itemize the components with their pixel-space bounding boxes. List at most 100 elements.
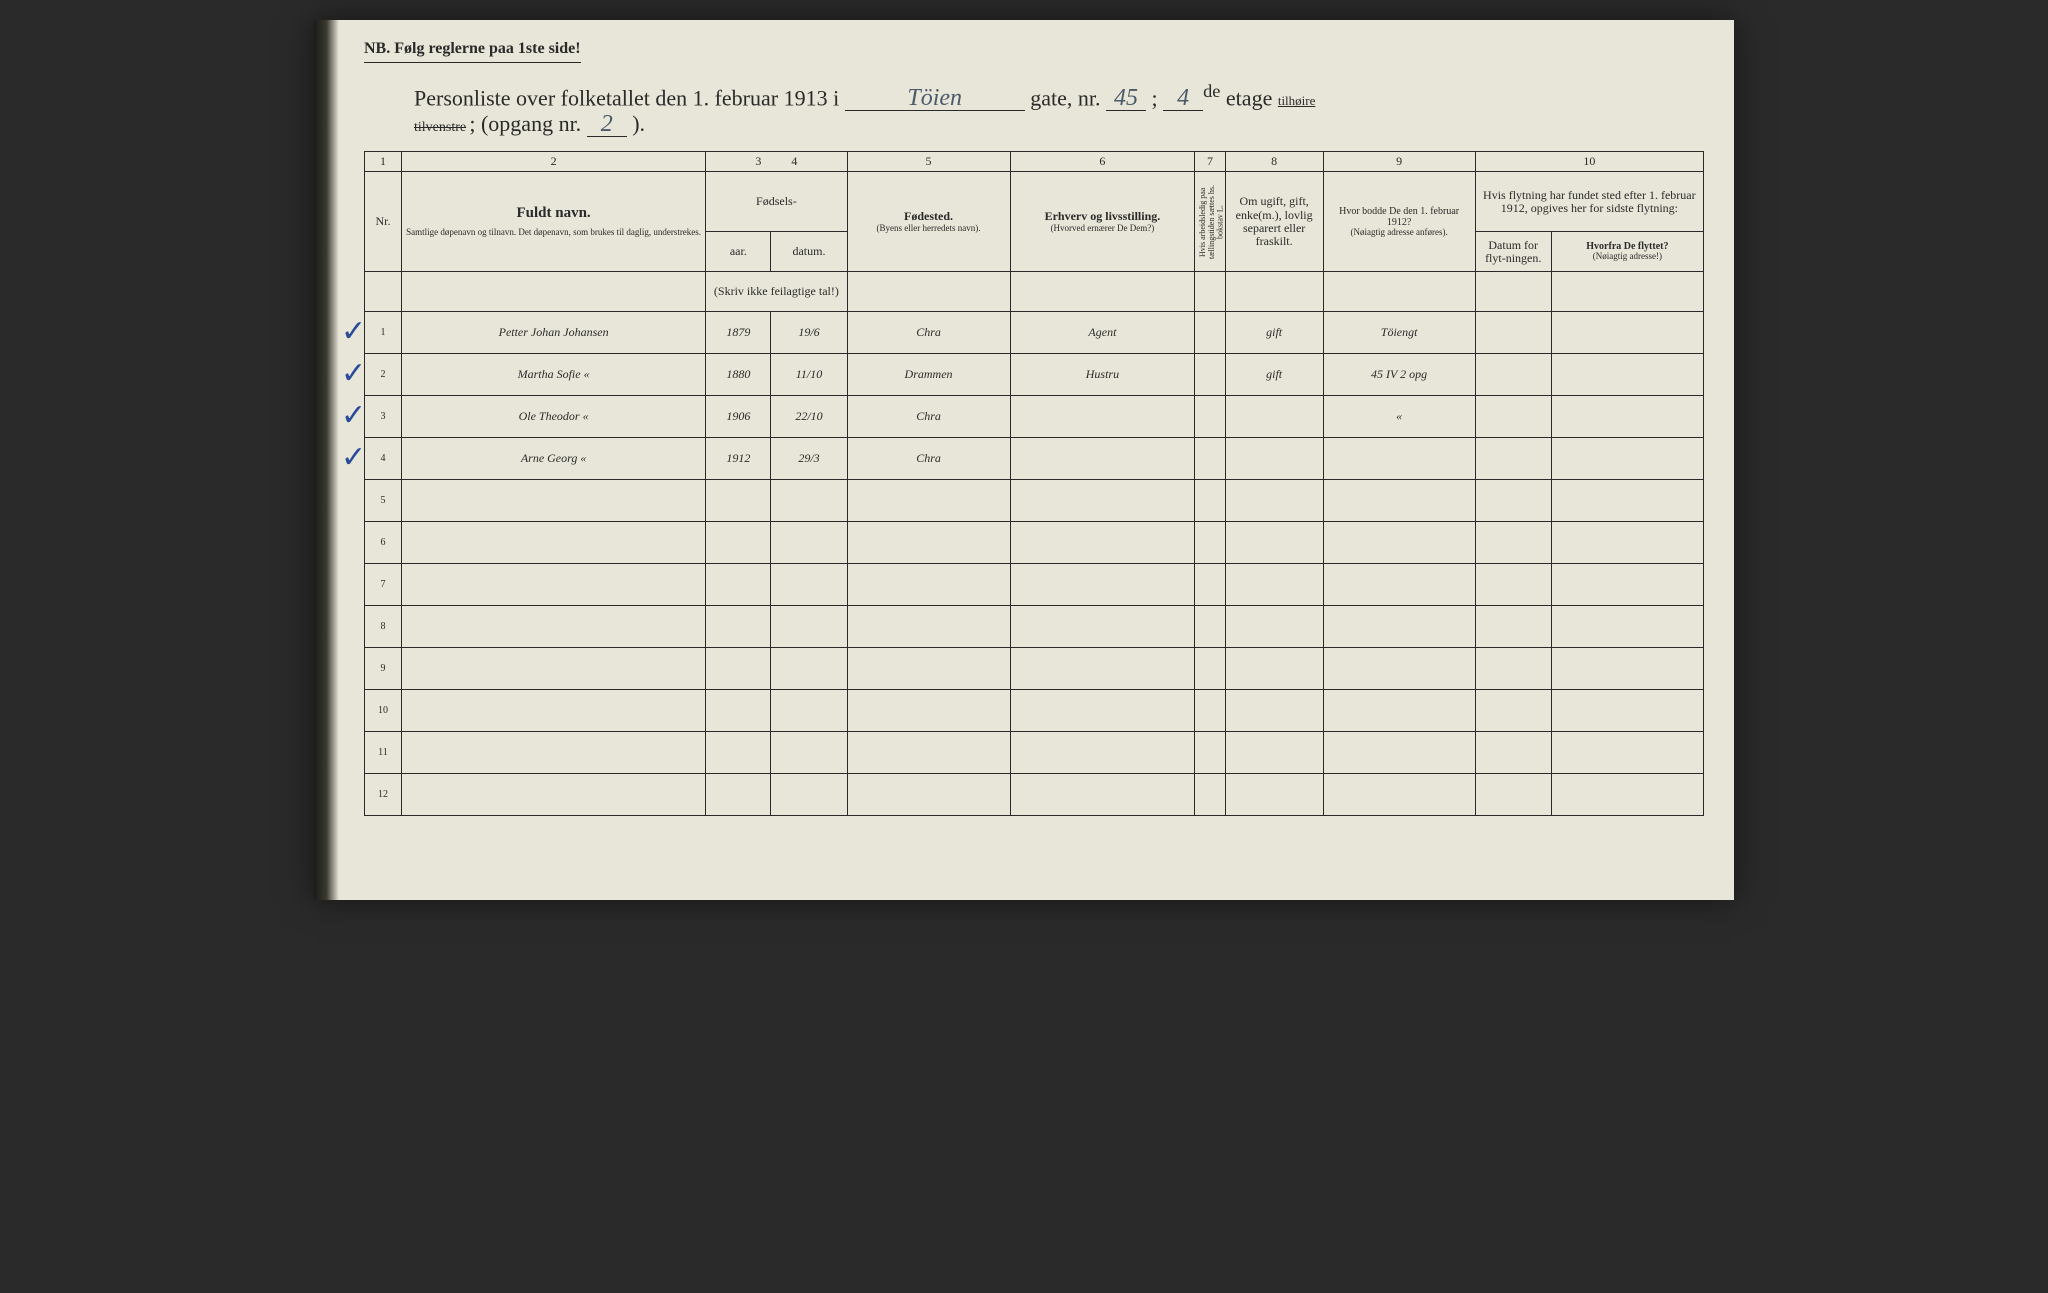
cell-birthplace (847, 480, 1010, 522)
cell-prev: « (1323, 396, 1475, 438)
hdr-move: Hvis flytning har fundet sted efter 1. f… (1475, 172, 1703, 232)
cell-prev (1323, 606, 1475, 648)
cell-civil (1225, 774, 1323, 816)
cell-name (401, 606, 705, 648)
checkmark-icon: ✓ (341, 356, 366, 391)
cell-fn (1195, 522, 1225, 564)
cell-civil (1225, 564, 1323, 606)
cell-fn (1195, 732, 1225, 774)
cell-year: 1906 (706, 396, 771, 438)
hdr-footnote: Hvis arbeidsledig paa tællingstiden sætt… (1195, 172, 1225, 272)
cell-year (706, 648, 771, 690)
etage-nr-field: 4 (1163, 86, 1203, 111)
hdr-civil: Om ugift, gift, enke(m.), lovlig separer… (1225, 172, 1323, 272)
cell-birthplace (847, 690, 1010, 732)
colnum-6: 6 (1010, 152, 1195, 172)
cell-prev (1323, 732, 1475, 774)
cell-birthplace (847, 648, 1010, 690)
cell-mfrom (1551, 312, 1703, 354)
cell-occupation (1010, 564, 1195, 606)
cell-date (771, 480, 847, 522)
cell-nr: 5 (365, 480, 402, 522)
colnum-5: 5 (847, 152, 1010, 172)
cell-civil (1225, 606, 1323, 648)
cell-nr: 1✓ (365, 312, 402, 354)
cell-prev (1323, 480, 1475, 522)
opgang-label: ; (opgang nr. (469, 111, 581, 136)
cell-civil (1225, 396, 1323, 438)
cell-occupation (1010, 774, 1195, 816)
cell-mfrom (1551, 564, 1703, 606)
cell-date: 19/6 (771, 312, 847, 354)
etage-suffix: de (1203, 81, 1220, 101)
colnum-2: 2 (401, 152, 705, 172)
cell-prev (1323, 648, 1475, 690)
cell-birthplace (847, 732, 1010, 774)
cell-mdate (1475, 732, 1551, 774)
cell-mdate (1475, 312, 1551, 354)
cell-year: 1879 (706, 312, 771, 354)
table-row: 3✓Ole Theodor «190622/10Chra« (365, 396, 1704, 438)
hdr-fodsels: Fødsels- (706, 172, 847, 232)
checkmark-icon: ✓ (341, 398, 366, 433)
colnum-10: 10 (1475, 152, 1703, 172)
hdr-nr: Nr. (365, 172, 402, 272)
cell-name (401, 690, 705, 732)
cell-nr: 11 (365, 732, 402, 774)
cell-date: 11/10 (771, 354, 847, 396)
cell-nr: 8 (365, 606, 402, 648)
cell-mdate (1475, 564, 1551, 606)
checkmark-icon: ✓ (341, 314, 366, 349)
cell-birthplace: Chra (847, 438, 1010, 480)
cell-year: 1880 (706, 354, 771, 396)
cell-mdate (1475, 354, 1551, 396)
cell-mdate (1475, 648, 1551, 690)
table-row: 9 (365, 648, 1704, 690)
cell-mdate (1475, 438, 1551, 480)
cell-date (771, 606, 847, 648)
table-row: 2✓Martha Sofie «188011/10DrammenHustrugi… (365, 354, 1704, 396)
cell-fn (1195, 438, 1225, 480)
hdr-prev: Hvor bodde De den 1. februar 1912? (Nøia… (1323, 172, 1475, 272)
census-form-page: NB. Følg reglerne paa 1ste side! Personl… (314, 20, 1734, 900)
binding-edge (314, 20, 339, 900)
cell-mfrom (1551, 732, 1703, 774)
side-kept: tilhøire (1278, 93, 1316, 108)
hdr-fodested: Fødested. (Byens eller herredets navn). (847, 172, 1010, 272)
hdr-move-from: Hvorfra De flyttet? (Nøiagtig adresse!) (1551, 232, 1703, 272)
gate-nr-field: 45 (1106, 86, 1146, 111)
cell-year: 1912 (706, 438, 771, 480)
cell-prev (1323, 774, 1475, 816)
cell-date (771, 564, 847, 606)
cell-mfrom (1551, 606, 1703, 648)
cell-year (706, 480, 771, 522)
cell-name: Martha Sofie « (401, 354, 705, 396)
colnum-3-4: 3 4 (706, 152, 847, 172)
colnum-1: 1 (365, 152, 402, 172)
cell-year (706, 732, 771, 774)
nb-instruction: NB. Følg reglerne paa 1ste side! (364, 40, 581, 63)
table-row: 1✓Petter Johan Johansen187919/6ChraAgent… (365, 312, 1704, 354)
cell-occupation (1010, 480, 1195, 522)
cell-birthplace: Drammen (847, 354, 1010, 396)
cell-mfrom (1551, 522, 1703, 564)
hdr-name: Fuldt navn. Samtlige døpenavn og tilnavn… (401, 172, 705, 272)
cell-year (706, 690, 771, 732)
cell-nr: 2✓ (365, 354, 402, 396)
hdr-aar-note: (Skriv ikke feilagtige tal!) (706, 272, 847, 312)
cell-fn (1195, 606, 1225, 648)
cell-birthplace (847, 522, 1010, 564)
cell-mdate (1475, 396, 1551, 438)
table-header: 1 2 3 4 5 6 7 8 9 10 Nr. Fuldt navn. Sam… (365, 152, 1704, 312)
colnum-9: 9 (1323, 152, 1475, 172)
cell-name (401, 522, 705, 564)
cell-mfrom (1551, 690, 1703, 732)
hdr-erhverv: Erhverv og livsstilling. (Hvorved ernære… (1010, 172, 1195, 272)
cell-nr: 7 (365, 564, 402, 606)
title-closing: ). (632, 111, 645, 136)
cell-mfrom (1551, 480, 1703, 522)
cell-mfrom (1551, 648, 1703, 690)
cell-birthplace: Chra (847, 396, 1010, 438)
cell-birthplace (847, 606, 1010, 648)
cell-date (771, 648, 847, 690)
